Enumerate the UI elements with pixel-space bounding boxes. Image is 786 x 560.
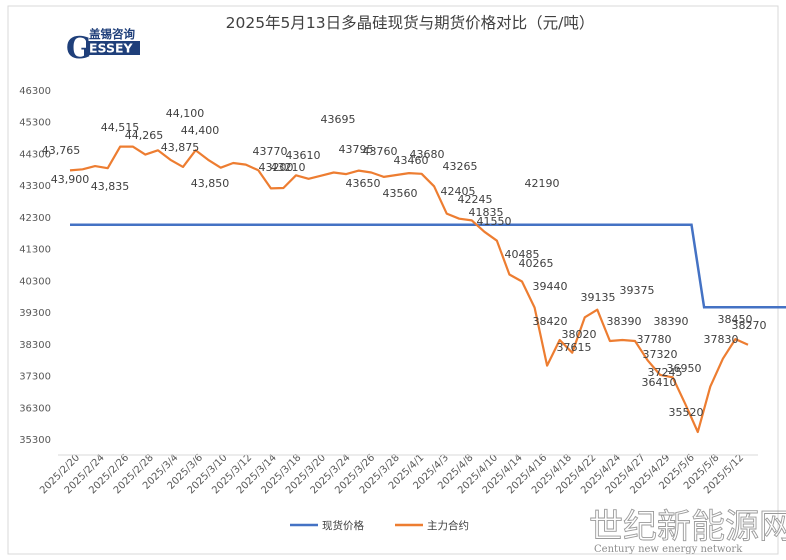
logo-band [86,41,140,55]
watermark-english: Century new energy network [594,544,743,555]
watermark: 世纪新能源网 Century new energy network [589,507,786,555]
data-label: 44,400 [181,124,220,137]
data-label: 40485 [505,248,540,261]
data-label: 42405 [441,185,476,198]
data-label: 43,875 [161,141,200,154]
data-label: 43,900 [51,173,90,186]
y-tick-label: 37300 [19,372,51,383]
data-label: 40265 [519,257,554,270]
y-tick-label: 36300 [19,403,51,414]
series-line-spot [70,223,786,309]
data-label: 42245 [458,193,493,206]
logo-english: ESSEY [89,41,134,56]
data-label: 41550 [477,215,512,228]
logo-chinese: 盖锡咨询 [89,27,135,41]
data-label: 39440 [533,280,568,293]
data-label: 43460 [394,154,429,167]
data-label: 37615 [557,341,592,354]
y-tick-label: 41300 [19,245,51,256]
data-label: 37245 [648,366,683,379]
y-tick-label: 40300 [19,276,51,287]
data-label: 37830 [704,333,739,346]
data-label: 43760 [363,145,398,158]
data-label: 39135 [581,291,616,304]
data-label: 43265 [443,160,478,173]
y-axis: 35300 36300 37300 38300 39300 40300 41300 42300… [19,86,51,446]
data-label: 44,515 [101,121,140,134]
data-label: 43680 [410,148,445,161]
data-label: 43,850 [191,177,230,190]
data-label: 38020 [562,328,597,341]
data-label: 36410 [642,376,677,389]
data-label: 38390 [654,315,689,328]
data-label: 43560 [383,187,418,200]
data-label: 37780 [637,333,672,346]
y-tick-label: 46300 [19,86,51,97]
data-label: 43,765 [42,144,81,157]
gessey-logo: G ESSEY 盖锡咨询 [66,27,140,66]
y-tick-label: 35300 [19,435,51,446]
data-label: 44,265 [125,129,164,142]
y-tick-label: 42300 [19,213,51,224]
chart-border [7,5,779,555]
data-label: 38450 [718,313,753,326]
data-label: 41835 [469,206,504,219]
plot-area [7,5,786,555]
y-tick-label: 39300 [19,308,51,319]
data-label: 37320 [643,348,678,361]
data-label: 43210 [271,161,306,174]
data-label: 44,100 [166,107,205,120]
watermark-chinese: 世纪新能源网 [589,507,786,547]
chart-title: 2025年5月13日多晶硅现货与期货价格对比（元/吨） [226,14,595,32]
data-label: 42190 [525,177,560,190]
series-line-futures [69,145,749,434]
y-tick-label: 45300 [19,118,51,129]
data-label: 43610 [286,149,321,162]
data-label: 43795 [339,143,374,156]
data-label: 38270 [732,319,767,332]
data-label: 43770 [253,145,288,158]
y-tick-label: 44300 [19,149,51,160]
data-label: 39375 [620,284,655,297]
data-label: 43650 [346,177,381,190]
y-tick-label: 38300 [19,340,51,351]
data-label: 43,835 [91,180,130,193]
data-label: 36950 [667,362,702,375]
data-label: 38390 [607,315,642,328]
data-label: 43695 [321,113,356,126]
y-tick-label: 43300 [19,181,51,192]
legend: 现货价格 主力合约 [290,519,469,532]
data-label: 43200 [259,161,294,174]
legend-label-futures: 主力合约 [427,519,469,532]
legend-label-spot: 现货价格 [322,519,364,532]
data-label: 35520 [669,406,704,419]
data-label: 38420 [533,315,568,328]
